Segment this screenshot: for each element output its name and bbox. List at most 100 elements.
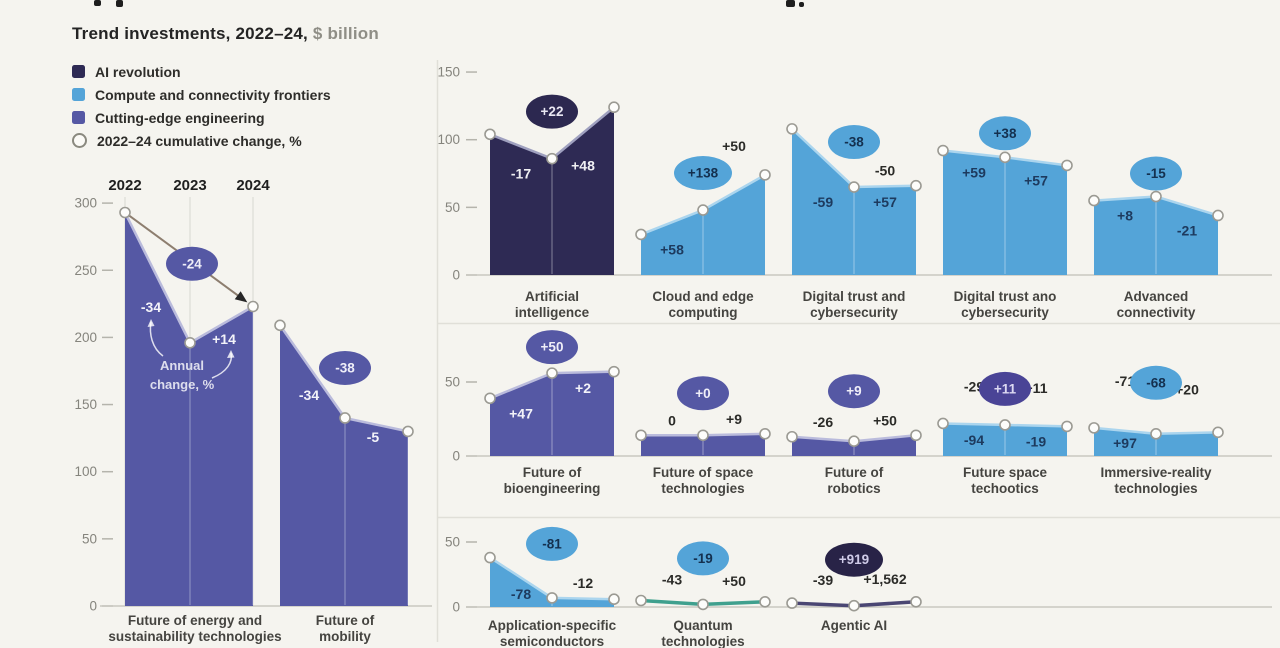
cumulative-change-bubble (166, 246, 218, 281)
category-label: Future of (316, 613, 375, 628)
y-axis-tick-label: 0 (452, 268, 460, 283)
data-point-marker (910, 179, 922, 192)
cumulative-change-bubble (1130, 365, 1182, 400)
y-axis-tick-label: 50 (82, 531, 97, 546)
data-point-marker (759, 169, 771, 181)
data-point-marker (759, 595, 771, 608)
data-point-marker (484, 128, 496, 141)
category-label: technologies (661, 634, 744, 648)
cumulative-change-value: -38 (335, 360, 355, 375)
data-point-marker (848, 599, 860, 612)
data-point-marker (635, 594, 647, 607)
annual-change-label: -59 (813, 194, 833, 210)
category-label: Artificial (525, 289, 579, 304)
data-point-marker (119, 206, 131, 219)
annual-change-label: -34 (141, 299, 161, 315)
legend-label: AI revolution (95, 63, 181, 80)
annual-change-label: -12 (573, 575, 593, 591)
data-point-marker (697, 204, 709, 216)
cumulative-change-value: -24 (182, 256, 202, 271)
legend-swatch-ai-revolution (72, 65, 85, 78)
legend-swatch-compute-frontiers (72, 88, 85, 101)
category-label: sustainability technologies (108, 629, 281, 644)
cumulative-change-bubble (979, 371, 1031, 406)
chart-title: Trend investments, 2022–24, $ billion (72, 24, 379, 44)
data-point-marker (786, 597, 798, 609)
cumulative-change-bubble (526, 330, 578, 365)
data-point-marker (910, 429, 922, 442)
category-label: Immersive-reality (1100, 465, 1212, 480)
category-label: Advanced (1124, 289, 1189, 304)
data-point-marker (697, 429, 709, 442)
data-point-marker (786, 430, 798, 443)
category-label: Cloud and edge (652, 289, 754, 304)
annual-change-label: +57 (1024, 172, 1048, 188)
cumulative-change-bubble (526, 94, 578, 129)
category-label: techootics (971, 481, 1039, 496)
annotation-text: change, % (150, 377, 215, 392)
data-point-marker (937, 417, 949, 430)
year-label: 2022 (108, 177, 141, 194)
cumulative-change-value: +9 (846, 384, 861, 399)
annual-change-label: -78 (511, 586, 531, 602)
category-label: Future of (825, 465, 884, 480)
cumulative-change-value: +0 (695, 386, 710, 401)
annual-change-label: +50 (873, 412, 897, 428)
annual-change-label: +47 (509, 405, 533, 421)
cumulative-change-bubble (825, 542, 883, 577)
data-point-marker (910, 595, 922, 608)
clipped-headline-fragment (799, 2, 804, 7)
annual-change-label: -39 (813, 572, 833, 588)
data-point-marker (1061, 159, 1073, 172)
chart-title-main: Trend investments, 2022–24, (72, 24, 308, 43)
area-fill (943, 150, 1067, 275)
y-axis-tick-label: 100 (437, 132, 460, 147)
annual-change-label: -94 (964, 432, 984, 448)
cumulative-change-value: -38 (844, 135, 864, 150)
annual-change-label: +9 (726, 411, 742, 427)
data-point-marker (1212, 209, 1224, 222)
y-axis-tick-label: 50 (445, 200, 460, 215)
y-axis-tick-label: 150 (437, 65, 460, 80)
cumulative-change-bubble (319, 350, 371, 385)
data-point-marker (1150, 427, 1162, 440)
annual-change-label: +14 (212, 331, 236, 347)
area-fill (943, 423, 1067, 456)
y-axis-tick-label: 50 (445, 375, 460, 390)
chart-title-unit: $ billion (307, 24, 379, 43)
data-point-marker (184, 336, 196, 349)
category-label: technologies (1114, 481, 1197, 496)
data-point-marker (608, 101, 620, 114)
data-point-marker (546, 592, 558, 604)
area-fill (792, 128, 916, 275)
annual-change-label: +48 (571, 158, 595, 174)
legend-item: Compute and connectivity frontiers (72, 83, 331, 106)
data-point-marker (848, 435, 860, 448)
area-fill (1094, 427, 1218, 456)
data-point-marker (999, 151, 1011, 164)
cumulative-change-value: +138 (688, 166, 719, 181)
y-axis-tick-label: 0 (452, 600, 460, 615)
category-label: semiconductors (500, 634, 604, 648)
category-label: technologies (661, 481, 744, 496)
category-label: Digital trust and (803, 289, 906, 304)
category-label: Agentic AI (821, 618, 887, 633)
data-point-marker (848, 181, 860, 193)
annual-change-label: -26 (813, 414, 833, 430)
cumulative-change-bubble (828, 374, 880, 409)
data-point-marker (635, 429, 647, 442)
area-fill (641, 433, 765, 456)
cumulative-change-value: -81 (542, 536, 562, 551)
cumulative-change-value: +50 (541, 340, 564, 355)
category-label: computing (669, 305, 738, 320)
annual-change-label: 0 (668, 412, 676, 428)
data-point-marker (484, 551, 496, 564)
cumulative-change-value: +22 (541, 104, 564, 119)
data-point-marker (635, 228, 647, 241)
legend-item: Cutting-edge engineering (72, 106, 331, 129)
legend-swatch-cumulative-change-circle (72, 133, 87, 148)
annotation-text: Annual (160, 358, 204, 373)
year-label: 2023 (173, 177, 206, 194)
